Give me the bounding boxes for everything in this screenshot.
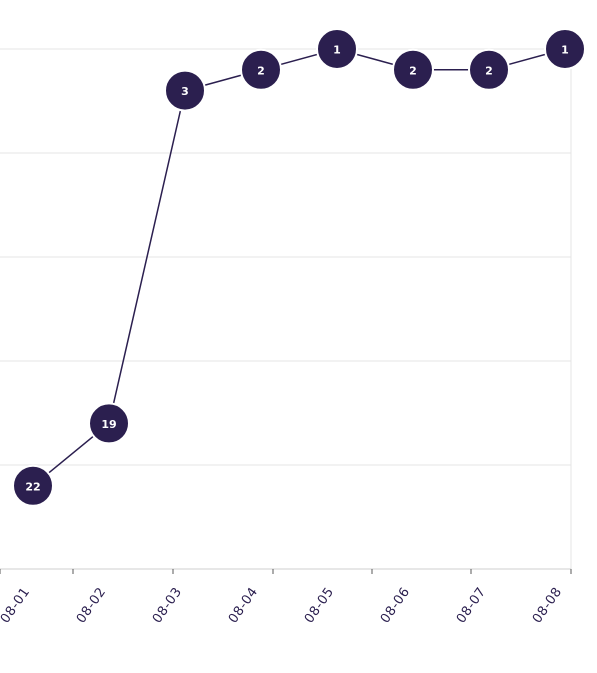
data-point (392, 48, 434, 91)
x-tick-label: 08-07 (454, 585, 489, 627)
data-point (544, 28, 586, 70)
x-tick-label: 08-04 (226, 585, 261, 627)
data-label: 22 (25, 480, 40, 493)
data-point (316, 28, 358, 70)
data-point (88, 402, 130, 445)
data-label: 1 (333, 44, 341, 57)
data-point (12, 464, 54, 507)
data-point (240, 48, 282, 91)
data-point (468, 48, 510, 91)
data-label: 2 (257, 64, 265, 77)
x-tick-labels: 08-01 08-02 08-03 08-04 08-05 08-06 08-07 08-08 (0, 585, 565, 627)
data-label: 1 (561, 44, 569, 57)
data-label: 19 (101, 418, 116, 431)
x-tick-label: 08-01 (0, 585, 33, 627)
data-point (164, 69, 206, 112)
x-tick-label: 08-05 (302, 585, 337, 627)
x-tick-label: 08-08 (530, 585, 565, 627)
x-axis (0, 568, 572, 574)
x-tick-label: 08-06 (378, 585, 413, 627)
data-label: 3 (181, 85, 189, 98)
data-label: 2 (485, 64, 493, 77)
data-label: 2 (409, 64, 417, 77)
x-tick-label: 08-03 (150, 585, 185, 627)
x-tick-label: 08-02 (74, 585, 109, 627)
grid-lines (0, 40, 572, 569)
